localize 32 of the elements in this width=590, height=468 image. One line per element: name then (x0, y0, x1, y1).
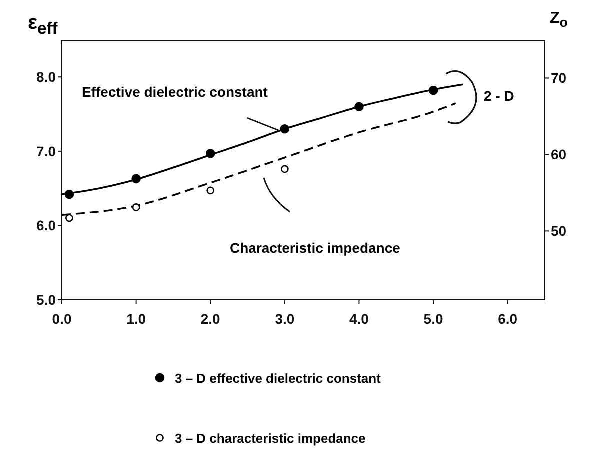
point (280, 165, 289, 174)
point (206, 149, 216, 158)
y-tick-label: 8.0 (36, 69, 56, 86)
x-tick-label: 0.0 (52, 310, 72, 327)
y-tick-label: 5.0 (36, 292, 56, 308)
point (354, 102, 364, 112)
line-series (62, 84, 464, 196)
point (65, 214, 74, 222)
legend-label: 3 – D effective dielectric constant (175, 370, 381, 386)
x-tick-label: 2.0 (200, 310, 221, 327)
point (280, 124, 290, 134)
x-tick-label: 3.0 (275, 310, 295, 327)
point (132, 204, 140, 212)
point (428, 86, 438, 96)
y2-tick-label: 50 (551, 223, 567, 240)
y-axis-title: ε$_{eff}$ (28, 12, 58, 38)
point (64, 190, 74, 200)
legend-label: 3 – D characteristic impedance (175, 430, 366, 446)
point (132, 174, 141, 184)
y2-tick-label: 60 (551, 146, 567, 163)
y-tick-label: 7.0 (36, 143, 56, 160)
y2-tick-label: 70 (551, 70, 567, 86)
annotation: Effective dielectric constant (82, 84, 268, 100)
y-tick-label: 6.0 (36, 218, 56, 234)
annotation: Characteristic impedance (230, 240, 400, 256)
x-tick-label: 1.0 (126, 310, 146, 327)
x-tick-label: 6.0 (498, 310, 518, 327)
point (206, 186, 215, 195)
y2-axis-title: Z$_{o}$ (550, 10, 568, 30)
annotation: 2 - D (484, 88, 514, 104)
x-tick-label: 5.0 (424, 310, 444, 327)
x-tick-label: 4.0 (349, 310, 370, 327)
